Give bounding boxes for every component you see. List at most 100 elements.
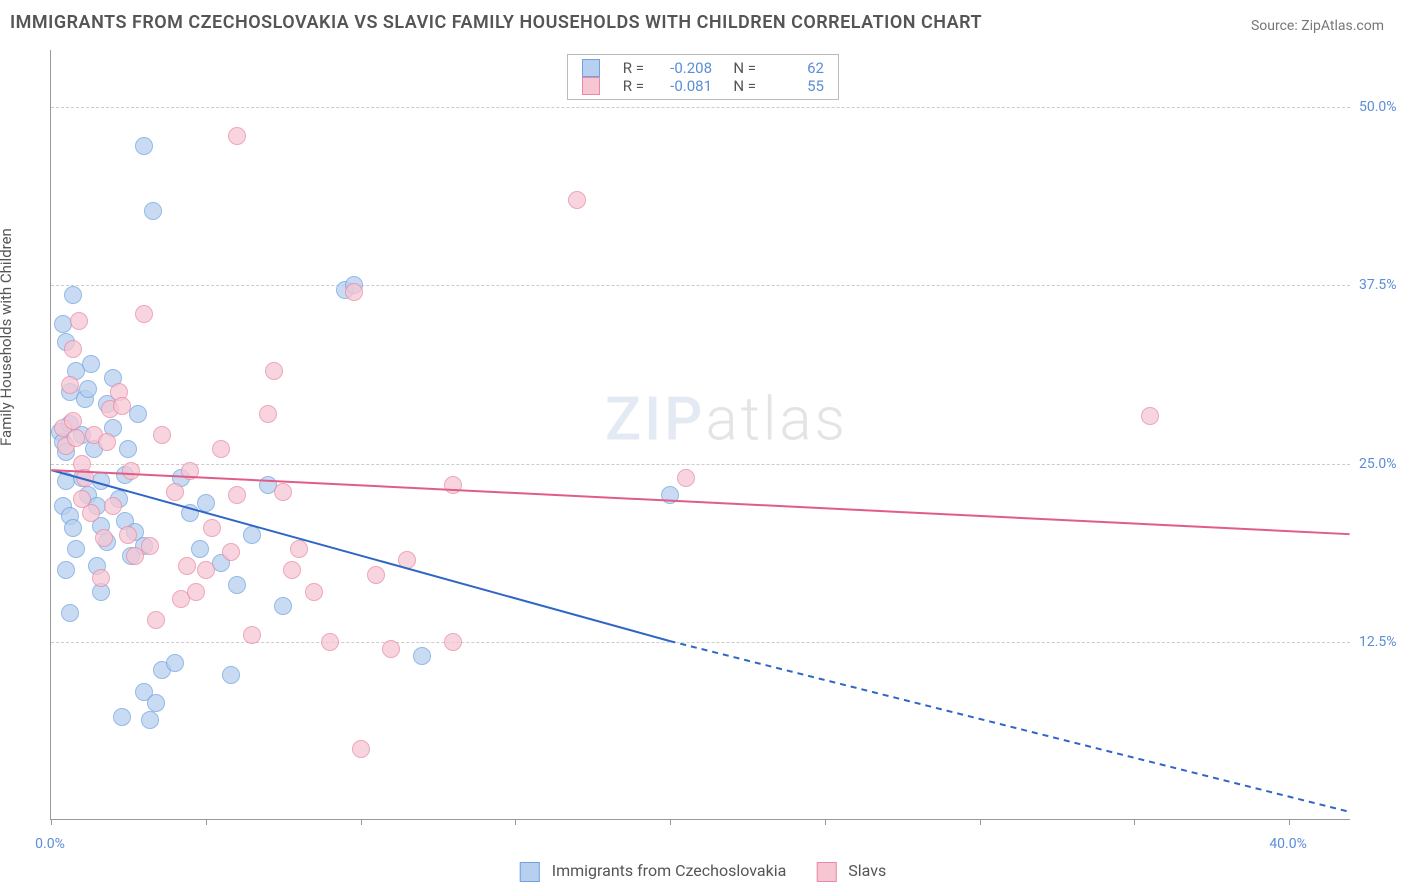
data-point <box>92 569 110 587</box>
legend-item-series2: Slavs <box>816 861 886 882</box>
data-point <box>95 529 113 547</box>
data-point <box>321 633 339 651</box>
y-axis-label: Family Households with Children <box>0 228 15 446</box>
correlation-legend: R = -0.208 N = 62 R = -0.081 N = 55 <box>567 54 839 100</box>
x-tick-mark <box>1134 819 1135 825</box>
data-point <box>113 397 131 415</box>
series1-n-value: 62 <box>764 59 824 77</box>
data-point <box>82 355 100 373</box>
data-point <box>259 405 277 423</box>
data-point <box>147 611 165 629</box>
data-point <box>92 472 110 490</box>
data-point <box>413 647 431 665</box>
data-point <box>661 486 679 504</box>
n-label: N = <box>720 59 756 77</box>
x-tick-mark <box>825 819 826 825</box>
data-point <box>79 380 97 398</box>
data-point <box>197 561 215 579</box>
legend-swatch-series1 <box>582 59 600 77</box>
data-point <box>274 483 292 501</box>
data-point <box>57 561 75 579</box>
data-point <box>119 526 137 544</box>
data-point <box>135 137 153 155</box>
data-point <box>444 476 462 494</box>
series2-n-value: 55 <box>764 77 824 95</box>
n-label: N = <box>720 77 756 95</box>
data-point <box>677 469 695 487</box>
data-point <box>104 497 122 515</box>
data-point <box>129 405 147 423</box>
data-point <box>64 412 82 430</box>
data-point <box>147 694 165 712</box>
gridline-h <box>51 107 1350 108</box>
x-tick-mark <box>1289 819 1290 825</box>
data-point <box>67 540 85 558</box>
chart-title: IMMIGRANTS FROM CZECHOSLOVAKIA VS SLAVIC… <box>10 12 982 33</box>
data-point <box>228 576 246 594</box>
watermark-bold: ZIP <box>605 384 705 455</box>
data-point <box>345 283 363 301</box>
data-point <box>98 433 116 451</box>
legend-swatch-series1-icon <box>520 862 540 882</box>
data-point <box>64 340 82 358</box>
data-point <box>398 551 416 569</box>
data-point <box>144 202 162 220</box>
chart-container: IMMIGRANTS FROM CZECHOSLOVAKIA VS SLAVIC… <box>0 0 1406 892</box>
gridline-h <box>51 285 1350 286</box>
data-point <box>243 626 261 644</box>
watermark-thin: atlas <box>705 384 848 455</box>
data-point <box>187 583 205 601</box>
data-point <box>444 633 462 651</box>
trend-lines-svg <box>51 50 1350 819</box>
legend-row-series2: R = -0.081 N = 55 <box>582 77 824 95</box>
data-point <box>82 504 100 522</box>
data-point <box>1141 407 1159 425</box>
data-point <box>212 440 230 458</box>
x-tick-label: 0.0% <box>35 836 65 852</box>
data-point <box>290 540 308 558</box>
series1-label: Immigrants from Czechoslovakia <box>552 861 787 880</box>
x-tick-mark <box>51 819 52 825</box>
data-point <box>70 312 88 330</box>
data-point <box>119 440 137 458</box>
data-point <box>166 654 184 672</box>
data-point <box>178 557 196 575</box>
data-point <box>166 483 184 501</box>
data-point <box>113 708 131 726</box>
data-point <box>197 494 215 512</box>
data-point <box>283 561 301 579</box>
r-label: R = <box>608 59 644 77</box>
gridline-h <box>51 464 1350 465</box>
x-tick-label: 40.0% <box>1269 836 1307 852</box>
data-point <box>141 711 159 729</box>
data-point <box>352 740 370 758</box>
series2-label: Slavs <box>848 861 886 880</box>
data-point <box>367 566 385 584</box>
data-point <box>222 543 240 561</box>
data-point <box>64 286 82 304</box>
data-point <box>228 127 246 145</box>
data-point <box>274 597 292 615</box>
legend-swatch-series2-icon <box>816 862 836 882</box>
r-label: R = <box>608 77 644 95</box>
legend-swatch-series2 <box>582 77 600 95</box>
data-point <box>568 191 586 209</box>
data-point <box>181 462 199 480</box>
data-point <box>382 640 400 658</box>
gridline-h <box>51 642 1350 643</box>
data-point <box>67 429 85 447</box>
data-point <box>61 604 79 622</box>
x-tick-mark <box>361 819 362 825</box>
data-point <box>222 666 240 684</box>
y-tick-label: 37.5% <box>1359 277 1397 293</box>
plot-area: ZIPatlas 12.5%25.0%37.5%50.0% <box>50 50 1350 820</box>
data-point <box>153 426 171 444</box>
data-point <box>228 486 246 504</box>
data-point <box>76 469 94 487</box>
data-point <box>265 362 283 380</box>
legend-item-series1: Immigrants from Czechoslovakia <box>520 861 787 882</box>
data-point <box>122 462 140 480</box>
series-legend: Immigrants from Czechoslovakia Slavs <box>520 861 887 882</box>
x-tick-mark <box>670 819 671 825</box>
y-tick-label: 25.0% <box>1359 456 1397 472</box>
